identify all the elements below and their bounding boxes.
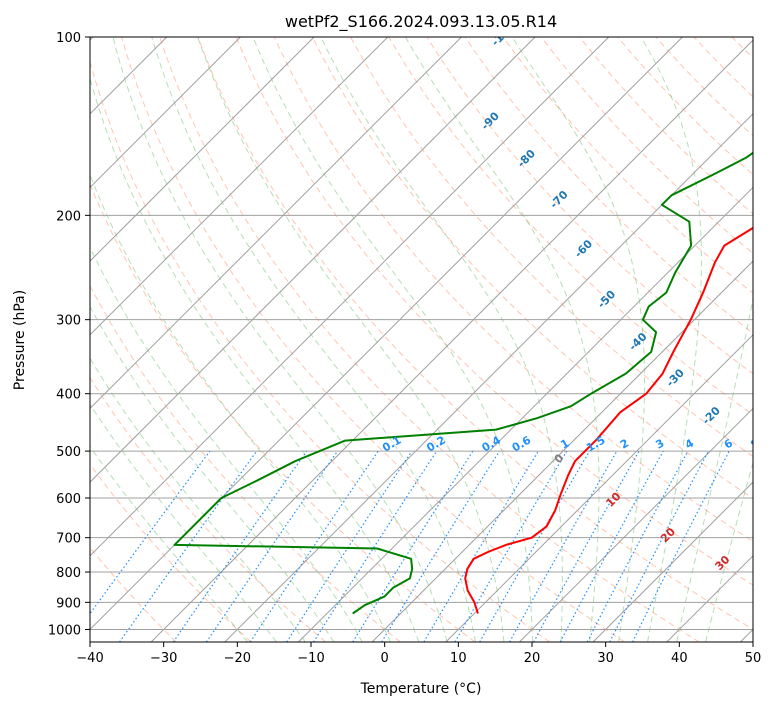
y-tick-label: 400 xyxy=(56,388,81,403)
x-tick-label: 40 xyxy=(671,651,688,666)
y-tick-label: 800 xyxy=(56,566,81,581)
dry-adiabat-line xyxy=(90,376,327,642)
x-tick-label: 30 xyxy=(597,651,614,666)
moist-adiabat-line xyxy=(405,37,600,642)
moist-adiabat-line xyxy=(90,173,392,642)
mixing-ratio-line xyxy=(286,450,413,642)
isotherm-line xyxy=(90,37,462,410)
moist-adiabat-line xyxy=(197,37,505,642)
y-tick-label: 100 xyxy=(56,31,81,46)
mixing-ratio-line xyxy=(313,450,438,642)
moist-adiabat-line xyxy=(252,37,533,642)
x-tick-label: −10 xyxy=(297,651,324,666)
temperature-line xyxy=(464,226,753,614)
mixing-ratio-line xyxy=(509,450,618,642)
moist-adiabat-line xyxy=(90,245,363,642)
y-tick-label: 900 xyxy=(56,596,81,611)
mixing-ratio-label: 8 xyxy=(748,437,761,452)
x-tick-label: 20 xyxy=(524,651,541,666)
mixing-ratio-line xyxy=(632,450,730,642)
x-tick-label: −30 xyxy=(150,651,177,666)
dry-adiabat-line xyxy=(311,37,753,500)
isotherm-label: -10 xyxy=(751,426,774,449)
isotherm-line xyxy=(224,113,753,642)
dry-adiabat-line xyxy=(197,37,753,630)
moist-adiabat-line xyxy=(112,37,448,642)
dry-adiabat-line xyxy=(121,37,625,642)
x-tick-label: −40 xyxy=(76,651,103,666)
mixing-ratio-line xyxy=(533,450,640,642)
y-tick-label: 700 xyxy=(56,532,81,547)
isotherm-line xyxy=(90,37,389,336)
dry-adiabat-line xyxy=(502,37,753,294)
moist-adiabat-line xyxy=(90,403,277,642)
y-tick-label: 200 xyxy=(56,209,81,224)
moist-adiabat-line xyxy=(705,461,753,642)
mixing-ratio-line xyxy=(172,450,308,642)
dry-adiabat-line xyxy=(770,37,775,642)
moist-adiabat-line xyxy=(90,305,335,642)
plot-background xyxy=(90,37,753,642)
isotherm-line xyxy=(90,37,241,189)
isotherm-line xyxy=(90,37,315,262)
mixing-ratio-line xyxy=(381,450,501,642)
y-axis-label: Pressure (hPa) xyxy=(12,290,28,390)
dewpoint-line xyxy=(173,151,753,615)
plot-area: -100-90-80-70-60-50-40-30-20-100.1 0.2 0.4… xyxy=(90,20,775,642)
isotherm-line xyxy=(90,37,610,557)
mixing-ratio-line xyxy=(249,450,379,642)
moist-adiabat-line xyxy=(320,37,563,642)
y-tick-label: 1000 xyxy=(48,623,81,638)
moist-adiabat-line xyxy=(511,37,645,642)
mixing-ratio-line xyxy=(119,450,258,642)
y-tick-label: 300 xyxy=(56,314,81,329)
isotherm-line xyxy=(519,407,753,642)
isotherm-line xyxy=(298,186,753,642)
plot-frame xyxy=(89,36,754,643)
y-tick-label: 600 xyxy=(56,492,81,507)
dry-adiabat-line xyxy=(90,463,252,642)
y-tick-label: 500 xyxy=(56,445,81,460)
axes: −40 −30 −20 −10 0 10 20 30 40 50 1000 900 800 700 600 5… xyxy=(48,31,761,666)
moist-adiabat-line xyxy=(90,445,249,642)
mixing-ratio-line xyxy=(559,450,664,642)
chart-title: wetPf2_S166.2024.093.13.05.R14 xyxy=(285,12,557,32)
isotherm-line xyxy=(90,37,536,483)
dry-adiabat-line xyxy=(90,60,551,642)
moist-adiabat-line xyxy=(151,37,476,642)
moist-adiabat-line xyxy=(676,295,753,642)
x-tick-label: −20 xyxy=(224,651,251,666)
x-axis-label: Temperature (°C) xyxy=(360,681,482,697)
x-tick-label: 50 xyxy=(745,651,762,666)
dry-adiabat-line xyxy=(235,37,753,586)
x-tick-label: 10 xyxy=(450,651,467,666)
mixing-ratio-line xyxy=(90,450,211,615)
dry-adiabat-line xyxy=(159,37,700,642)
moist-adiabat-line xyxy=(90,76,420,642)
isotherm-line xyxy=(445,334,753,642)
isotherm-label: -100 xyxy=(489,20,518,49)
moist-adiabat-line xyxy=(640,37,702,642)
isotherm-line xyxy=(592,481,753,642)
x-tick-label: 0 xyxy=(381,651,389,666)
moist-adiabat-label: 40 xyxy=(767,581,775,601)
dry-adiabat-line xyxy=(273,37,753,543)
moist-adiabat-line xyxy=(90,357,306,642)
mixing-ratio-line xyxy=(205,450,339,642)
isotherm-line xyxy=(150,39,753,642)
mixing-ratio-label: 10 xyxy=(769,434,775,453)
isotherm-line xyxy=(371,260,753,642)
